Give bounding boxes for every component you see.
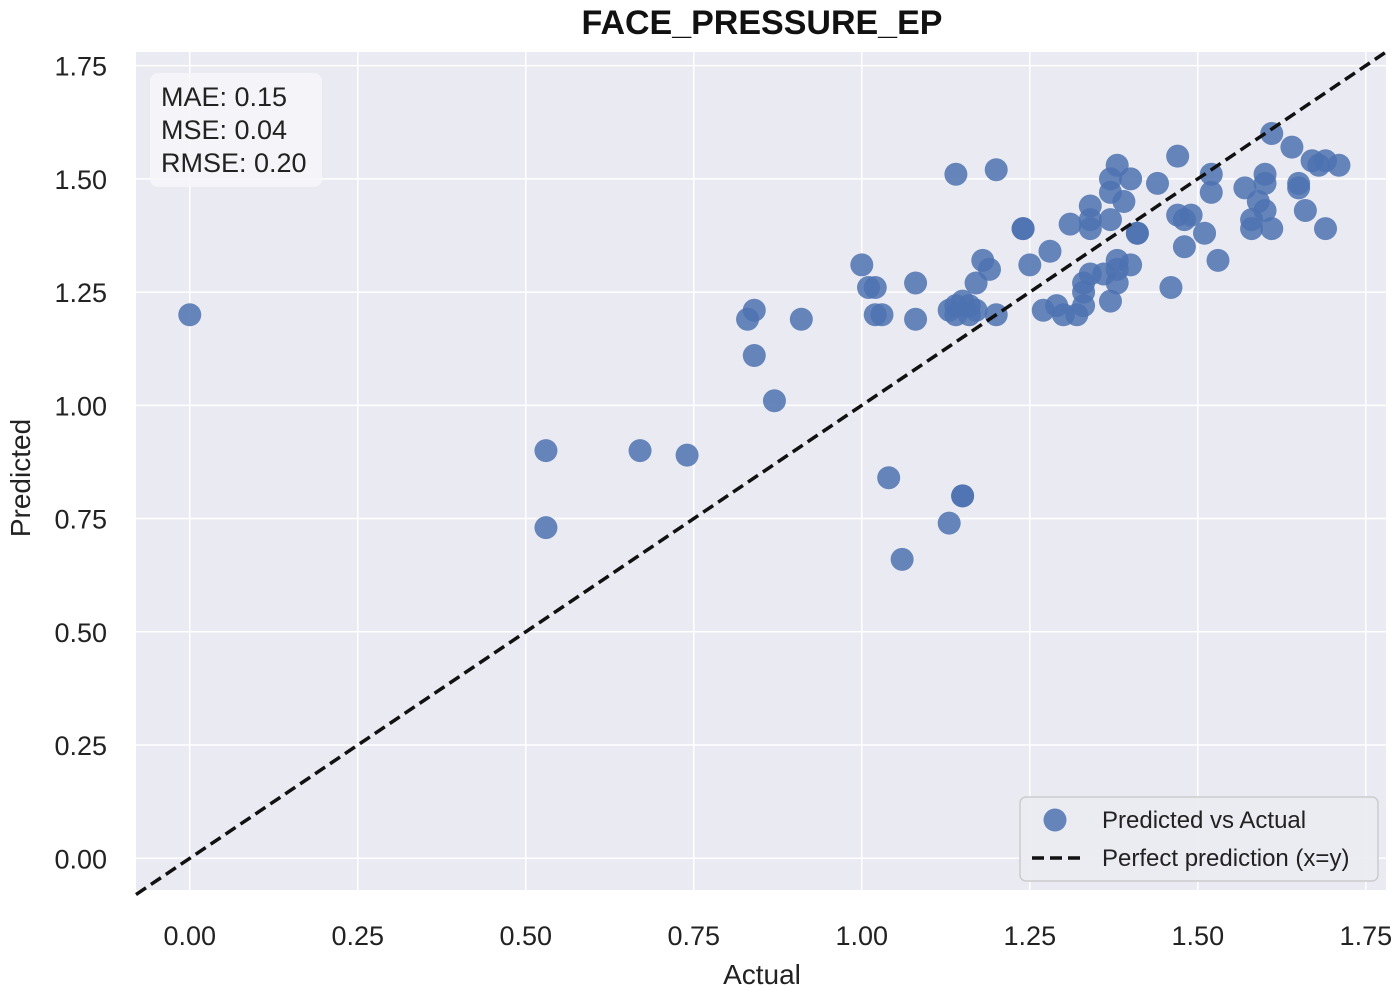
- data-point: [1159, 276, 1183, 300]
- stats-box: MAE: 0.15 MSE: 0.04 RMSE: 0.20: [150, 73, 322, 187]
- data-point: [1199, 162, 1223, 186]
- data-point: [1078, 194, 1102, 218]
- data-point: [870, 303, 894, 327]
- data-point: [1253, 199, 1277, 223]
- data-point: [1125, 221, 1149, 245]
- data-point: [1260, 122, 1284, 146]
- axis-ticks: 0.00 0.25 0.50 0.75 1.00 1.25 1.50 1.75 0.00 0.25…: [54, 52, 1392, 951]
- data-point: [1011, 217, 1035, 241]
- y-tick-label: 1.25: [54, 278, 107, 308]
- legend: Predicted vs Actual Perfect prediction (…: [1019, 796, 1379, 882]
- data-point: [977, 257, 1001, 281]
- data-point: [951, 484, 975, 508]
- data-point: [984, 158, 1008, 182]
- data-point: [850, 253, 874, 277]
- data-point: [1179, 203, 1203, 227]
- x-tick-label: 0.25: [331, 921, 384, 951]
- data-point: [762, 389, 786, 413]
- legend-box: [1019, 796, 1379, 882]
- data-point: [742, 343, 766, 367]
- stats-box-background: [150, 73, 322, 187]
- data-point: [534, 516, 558, 540]
- data-point: [904, 307, 928, 331]
- data-point: [742, 298, 766, 322]
- y-tick-label: 0.50: [54, 618, 107, 648]
- x-axis-label: Actual: [723, 959, 801, 990]
- data-point: [1098, 289, 1122, 313]
- data-point: [1260, 217, 1284, 241]
- data-point: [178, 303, 202, 327]
- data-point: [1280, 135, 1304, 159]
- plot-area: [136, 52, 1386, 890]
- data-point: [534, 439, 558, 463]
- x-tick-label: 1.25: [1004, 921, 1057, 951]
- data-point: [1146, 171, 1170, 195]
- y-tick-label: 0.25: [54, 731, 107, 761]
- legend-label-points: Predicted vs Actual: [1102, 807, 1306, 834]
- x-tick-label: 1.00: [836, 921, 889, 951]
- y-tick-label: 0.00: [54, 844, 107, 874]
- x-tick-label: 0.50: [500, 921, 553, 951]
- data-point: [1112, 189, 1136, 213]
- data-point: [675, 443, 699, 467]
- stat-mse: MSE: 0.04: [161, 115, 287, 145]
- data-point: [1206, 248, 1230, 272]
- data-point: [1327, 153, 1351, 177]
- data-point: [1098, 208, 1122, 232]
- data-point: [863, 276, 887, 300]
- y-axis-label: Predicted: [5, 419, 36, 537]
- legend-point-marker: [1043, 808, 1067, 832]
- data-point: [944, 162, 968, 186]
- data-point: [1018, 253, 1042, 277]
- data-point: [1253, 171, 1277, 195]
- legend-label-line: Perfect prediction (x=y): [1102, 845, 1349, 872]
- y-tick-label: 1.50: [54, 165, 107, 195]
- data-point: [1058, 212, 1082, 236]
- data-point: [1199, 180, 1223, 204]
- x-tick-label: 1.50: [1172, 921, 1225, 951]
- stat-mae: MAE: 0.15: [161, 82, 287, 112]
- data-point: [1119, 167, 1143, 191]
- data-point: [1166, 144, 1190, 168]
- chart-title: FACE_PRESSURE_EP: [582, 4, 943, 42]
- data-point: [890, 547, 914, 571]
- data-point: [1119, 253, 1143, 277]
- y-tick-label: 1.75: [54, 52, 107, 82]
- data-point: [937, 511, 961, 535]
- x-tick-label: 0.00: [163, 921, 216, 951]
- data-point: [1293, 199, 1317, 223]
- y-tick-label: 0.75: [54, 505, 107, 535]
- x-tick-label: 1.75: [1340, 921, 1393, 951]
- stat-rmse: RMSE: 0.20: [161, 148, 307, 178]
- data-point: [877, 466, 901, 490]
- data-point: [1172, 235, 1196, 259]
- data-point: [789, 307, 813, 331]
- data-point: [1038, 239, 1062, 263]
- grid-lines: [136, 52, 1386, 890]
- data-point: [904, 271, 928, 295]
- data-marks: [178, 122, 1351, 571]
- data-point: [964, 298, 988, 322]
- x-tick-label: 0.75: [668, 921, 721, 951]
- data-point: [628, 439, 652, 463]
- data-point: [1193, 221, 1217, 245]
- y-tick-label: 1.00: [54, 391, 107, 421]
- data-point: [1314, 217, 1338, 241]
- data-point: [1287, 171, 1311, 195]
